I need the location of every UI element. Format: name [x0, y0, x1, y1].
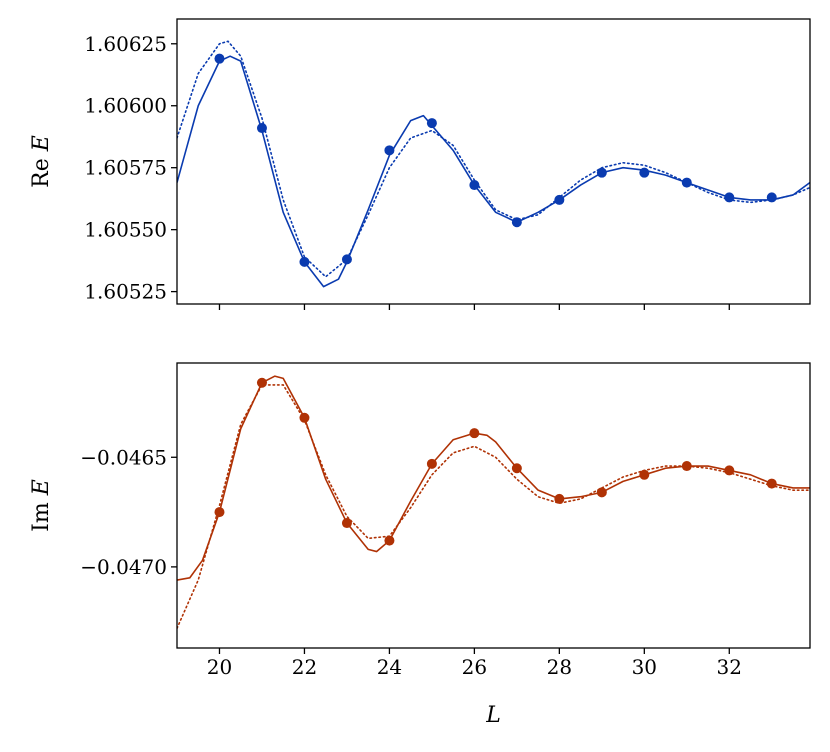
x-tick-label: 24 [377, 655, 402, 679]
im-e-panel: −0.0470 −0.0465 20 22 24 26 28 30 32 Im E L [29, 362, 811, 728]
y-axis-label: Im E [29, 479, 54, 532]
data-point [766, 478, 777, 489]
x-tick-label: 30 [632, 655, 657, 679]
data-point [341, 254, 352, 265]
data-point [681, 177, 692, 188]
data-point [214, 53, 225, 64]
x-tick-label: 26 [462, 655, 487, 679]
plot-frame [176, 362, 811, 649]
y-tick-label: 1.60550 [84, 218, 167, 242]
data-point [469, 428, 480, 439]
series-solid-line [177, 55, 810, 288]
data-point [426, 458, 437, 469]
data-point [724, 465, 735, 476]
data-point [724, 192, 735, 203]
series-dotted-line [177, 384, 810, 630]
y-axis-label: Re E [29, 135, 54, 188]
data-point [639, 469, 650, 480]
data-point [384, 145, 395, 156]
data-point [554, 493, 565, 504]
data-point [511, 463, 522, 474]
data-point [384, 535, 395, 546]
x-tick-label: 28 [547, 655, 572, 679]
data-point [214, 507, 225, 518]
y-tick-label: −0.0465 [80, 445, 167, 469]
plot-frame [176, 18, 811, 305]
data-point [256, 123, 267, 134]
data-point [681, 461, 692, 472]
y-tick-label: 1.60575 [84, 156, 167, 180]
data-point [299, 412, 310, 423]
re-e-panel: 1.60525 1.60550 1.60575 1.60600 1.60625 Re E [29, 18, 811, 310]
y-tick-label: −0.0470 [80, 555, 167, 579]
x-tick-label: 32 [717, 655, 742, 679]
x-axis-label: L [485, 703, 501, 728]
data-point [596, 487, 607, 498]
data-point [256, 377, 267, 388]
series-solid-line [177, 375, 810, 581]
y-tick-label: 1.60525 [84, 280, 167, 304]
data-point [511, 217, 522, 228]
x-tick-label: 22 [292, 655, 317, 679]
data-point [554, 194, 565, 205]
data-point [426, 118, 437, 129]
data-point [596, 167, 607, 178]
y-tick-label: 1.60600 [84, 94, 167, 118]
y-tick-label: 1.60625 [84, 32, 167, 56]
series-dotted-line [177, 40, 810, 278]
data-point [639, 167, 650, 178]
data-point [766, 192, 777, 203]
data-point [341, 518, 352, 529]
x-tick-label: 20 [207, 655, 232, 679]
data-point [299, 256, 310, 267]
data-point [469, 180, 480, 191]
